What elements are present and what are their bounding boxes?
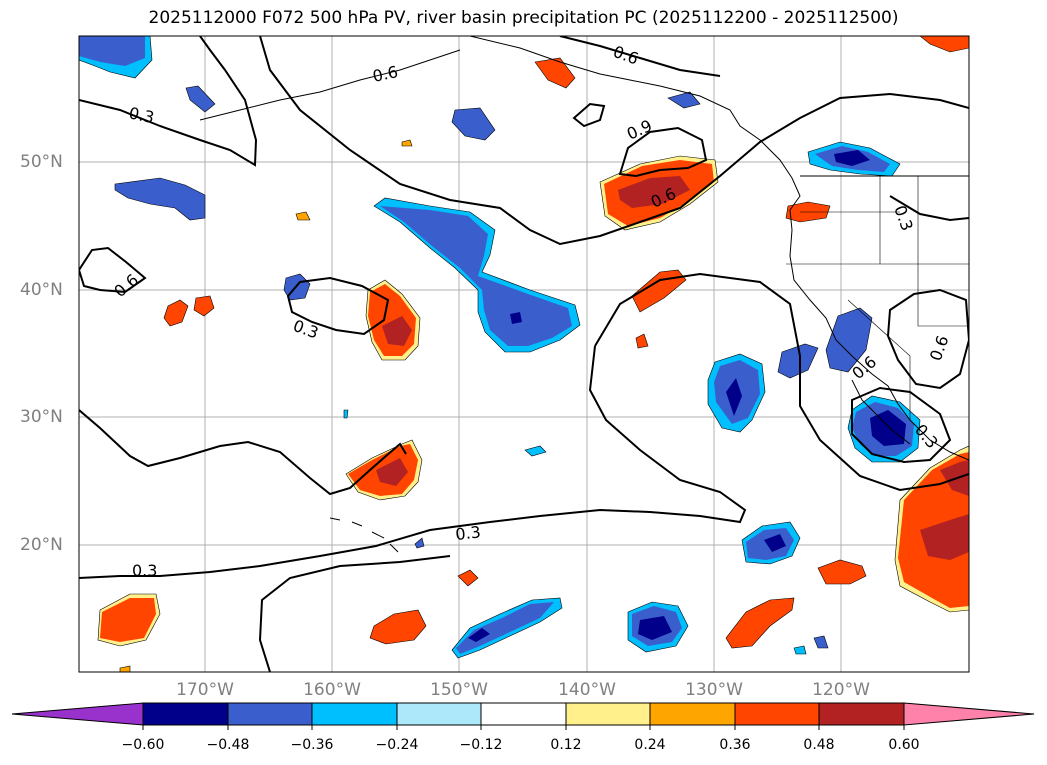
contour-label: 0.3 (890, 203, 917, 233)
blob-pos-alaska-tiny (401, 139, 413, 147)
contour-label: 0.6 (371, 62, 400, 86)
contour-label: 0.6 (611, 42, 641, 69)
colorbar-tick-label: 0.12 (550, 737, 582, 753)
blob-neg-tiny-30n (524, 445, 547, 457)
contour-0.3-center (286, 276, 390, 336)
contour-label: 0.3 (132, 561, 157, 580)
lon-label-150w: 150°W (430, 680, 488, 700)
pv-contours (79, 36, 969, 672)
contour-0.3-west-mid (79, 409, 407, 496)
colorbar-tick-label: −0.60 (121, 737, 165, 753)
lon-label-130w: 130°W (685, 680, 743, 700)
blob-pos-south-east (725, 597, 795, 649)
contour-label: 0.9 (624, 116, 655, 144)
colorbar-segment (480, 702, 567, 726)
lat-label-40n: 40°N (20, 280, 63, 300)
colorbar-segment (311, 702, 398, 726)
colorbar-tick-label: 0.24 (634, 737, 666, 753)
aleutian-chain (199, 49, 461, 121)
hawaii-islands (329, 517, 399, 553)
alaska-coast (469, 36, 801, 211)
lat-label-20n: 20°N (20, 535, 63, 555)
coastlines (199, 36, 969, 553)
state-border-3 (847, 299, 911, 420)
colorbar-tick-label: −0.36 (290, 737, 334, 753)
contour-0.6-east-small (559, 36, 721, 77)
blob-pos-east-40n (631, 269, 687, 313)
colorbar-segment (818, 702, 905, 726)
lon-label-160w: 160°W (303, 680, 361, 700)
baja-coast (851, 379, 911, 445)
lat-label-30n: 30°N (20, 407, 63, 427)
blob-neg-west-50n (114, 177, 206, 221)
colorbar-tick-label: 0.60 (888, 737, 920, 753)
blob-neg-california (777, 343, 819, 379)
state-border-2 (879, 176, 969, 327)
blob-neg-aleutian (185, 85, 216, 113)
contour-0.3-north (79, 36, 258, 167)
colorbar-extend-high (903, 702, 1035, 726)
colorbar-tick-label: −0.48 (206, 737, 250, 753)
contour-labels: 0.3 0.6 0.6 0.9 0.6 0.6 0.3 0.3 0.3 0.3 … (110, 42, 952, 580)
colorbar-tick-label: 0.48 (803, 737, 835, 753)
lon-label-140w: 140°W (558, 680, 616, 700)
contour-0.9-small (572, 102, 606, 128)
blob-pos-small-20n (457, 569, 479, 587)
contour-label: 0.3 (454, 522, 481, 544)
contour-0.6-gulf (259, 36, 969, 246)
colorbar-extend-low (11, 702, 144, 726)
contour-0.6-west (79, 246, 147, 294)
blob-pos-east-20n (817, 559, 867, 585)
blob-pos-south-center (369, 609, 427, 645)
colorbar-segment (565, 702, 651, 726)
blob-pos-west-tiny (295, 211, 311, 221)
colorbar-segment (142, 702, 229, 726)
blob-neg-alaska-small (667, 91, 701, 109)
blob-pos-west-40n-a (163, 299, 189, 327)
colorbar-tick-label: −0.24 (375, 737, 419, 753)
contour-label: 0.6 (926, 333, 953, 363)
blob-pos-ne-corner (919, 36, 969, 53)
contour-0.3-big-east (594, 272, 969, 492)
contour-label: 0.6 (110, 270, 142, 301)
negative-anomaly-regions (79, 36, 921, 659)
lon-label-120w: 120°W (812, 680, 870, 700)
contour-label: 0.3 (291, 316, 321, 343)
colorbar-segment (734, 702, 820, 726)
chart-title: 2025112000 F072 500 hPa PV, river basin … (148, 8, 899, 28)
contour-0.3-east-loop (851, 386, 952, 464)
lon-label-170w: 170°W (176, 680, 234, 700)
blob-pos-northwest-small (534, 57, 576, 89)
contour-0.6-east-loop (886, 288, 969, 390)
colorbar-segment (396, 702, 482, 726)
colorbar-tick-label: −0.12 (459, 737, 503, 753)
blob-neg-tiny-south-east (813, 635, 829, 649)
blob-pos-tiny-35n (635, 333, 649, 349)
contour-0.3-south-loop (258, 555, 451, 672)
colorbar-tick-label: 0.36 (719, 737, 751, 753)
lat-label-50n: 50°N (20, 152, 63, 172)
contour-0.3-ne (889, 195, 969, 222)
plot-frame (78, 35, 970, 673)
blob-pos-west-40n-b (193, 295, 215, 317)
contour-label: 0.3 (127, 103, 156, 127)
contour-0.9 (618, 126, 708, 178)
blob-neg-gulf-small (451, 107, 496, 141)
colorbar-segment (649, 702, 736, 726)
contour-0.3-return (79, 345, 747, 579)
colorbar (11, 702, 1035, 730)
colorbar-segment (227, 702, 313, 726)
